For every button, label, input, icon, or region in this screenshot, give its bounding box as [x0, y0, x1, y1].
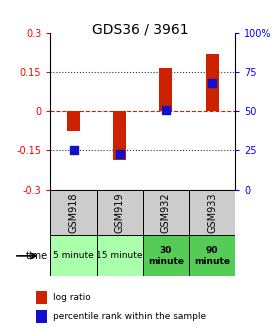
Bar	[36, 291, 47, 303]
Bar	[143, 190, 189, 235]
Bar	[113, 111, 126, 160]
Bar	[206, 54, 219, 111]
Text: GSM932: GSM932	[161, 192, 171, 233]
Text: 5 minute: 5 minute	[53, 251, 94, 260]
Text: GSM918: GSM918	[69, 192, 78, 233]
Text: 15 minute: 15 minute	[96, 251, 143, 260]
Bar	[97, 235, 143, 276]
Bar	[159, 68, 172, 111]
Text: log ratio: log ratio	[53, 293, 91, 302]
Point	[164, 107, 168, 112]
Text: 30
minute: 30 minute	[148, 246, 184, 266]
Bar	[189, 235, 235, 276]
Bar	[143, 235, 189, 276]
Text: 90
minute: 90 minute	[194, 246, 230, 266]
Point	[117, 151, 122, 156]
Text: GDS36 / 3961: GDS36 / 3961	[92, 23, 188, 37]
Point	[71, 148, 76, 153]
Point	[210, 80, 214, 86]
Bar	[50, 190, 97, 235]
Text: percentile rank within the sample: percentile rank within the sample	[53, 312, 206, 321]
Text: time: time	[25, 251, 48, 261]
Bar	[36, 310, 47, 323]
Text: GSM919: GSM919	[115, 192, 125, 233]
Text: GSM933: GSM933	[207, 192, 217, 233]
Bar	[97, 190, 143, 235]
Bar	[50, 235, 97, 276]
Bar	[189, 190, 235, 235]
Bar	[67, 111, 80, 131]
